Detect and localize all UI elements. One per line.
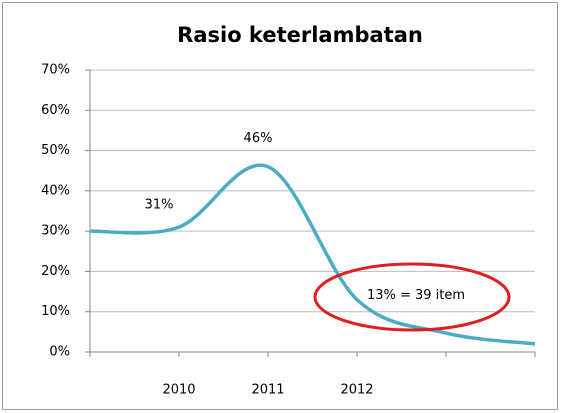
y-tick-label: 30% — [41, 224, 70, 239]
line-series — [89, 163, 536, 346]
data-label: 31% — [145, 198, 174, 213]
x-tick-label: 2012 — [340, 383, 373, 398]
y-tick-label: 70% — [41, 63, 70, 78]
y-tick-label: 40% — [41, 183, 70, 198]
chart-title: Rasio keterlambatan — [177, 23, 423, 47]
y-tick-label: 50% — [41, 143, 70, 158]
chart-border — [2, 2, 558, 410]
x-tick-label: 2010 — [162, 383, 195, 398]
y-tick-label: 10% — [41, 304, 70, 319]
data-label: 13% = 39 item — [367, 288, 465, 303]
x-tick-label: 2011 — [251, 383, 284, 398]
y-tick-label: 20% — [41, 264, 70, 279]
y-tick-label: 60% — [41, 103, 70, 118]
data-label: 46% — [244, 131, 273, 146]
highlight-ellipse — [313, 262, 511, 332]
y-tick-label: 0% — [49, 345, 70, 360]
